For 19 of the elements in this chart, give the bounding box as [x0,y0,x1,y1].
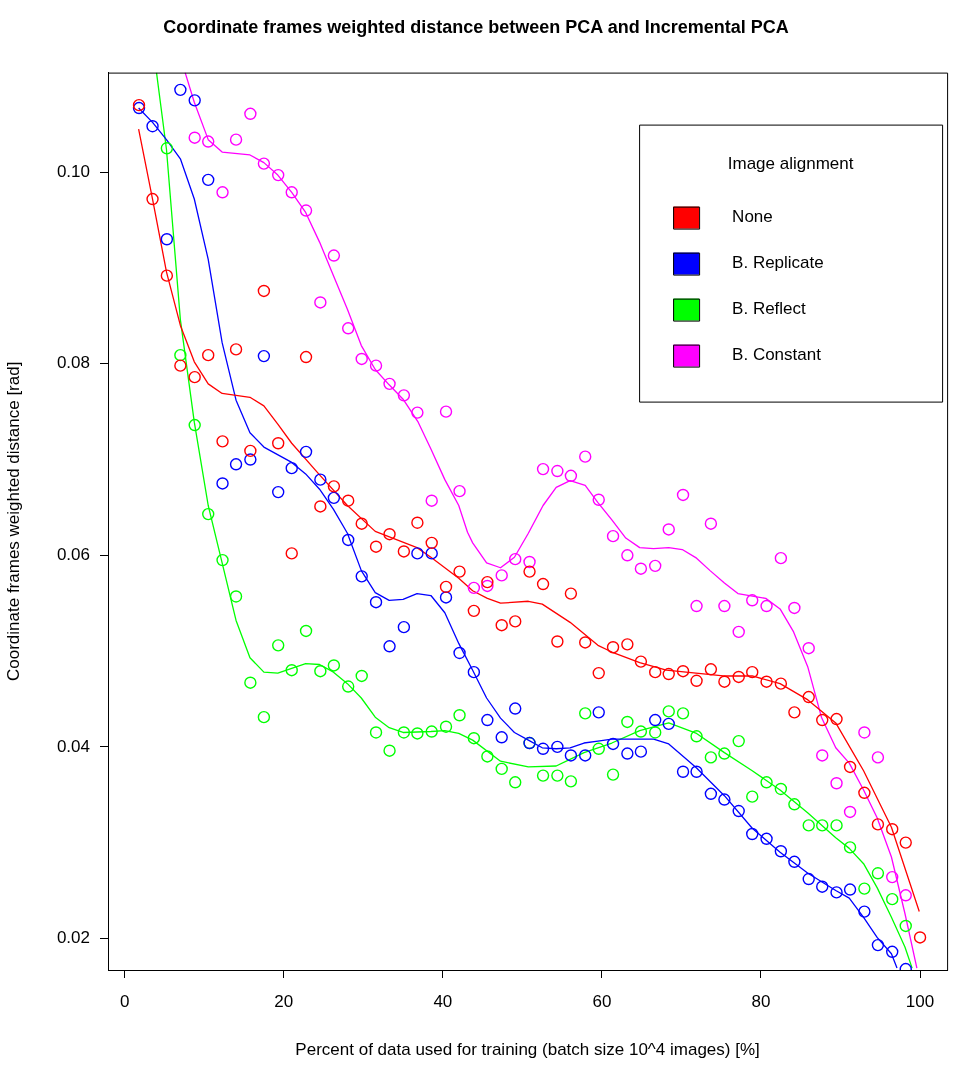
y-tick-label: 0.02 [56,928,90,948]
y-axis-title: Coordinate frames weighted distance [rad] [3,361,23,681]
legend-label: B. Reflect [732,299,807,319]
x-axis-title: Percent of data used for training (batch size 10^4 images) [%] [295,1040,760,1060]
y-tick-label: 0.10 [56,161,90,181]
legend-label: None [732,207,773,227]
y-tick-label: 0.08 [56,353,90,373]
legend-label: B. Replicate [732,253,824,273]
x-tick-label: 100 [905,991,935,1011]
legend-label: B. Constant [732,345,822,365]
chart-title: Coordinate frames weighted distance between PCA and Incremental PCA [163,16,789,37]
x-tick-label: 20 [274,991,294,1011]
x-tick-label: 40 [433,991,453,1011]
x-tick-label: 60 [592,991,612,1011]
x-tick-label: 0 [119,991,130,1011]
x-tick-label: 80 [751,991,771,1011]
y-tick-label: 0.06 [56,544,90,564]
legend-title: Image alignment [727,154,854,174]
y-tick-label: 0.04 [56,736,90,756]
